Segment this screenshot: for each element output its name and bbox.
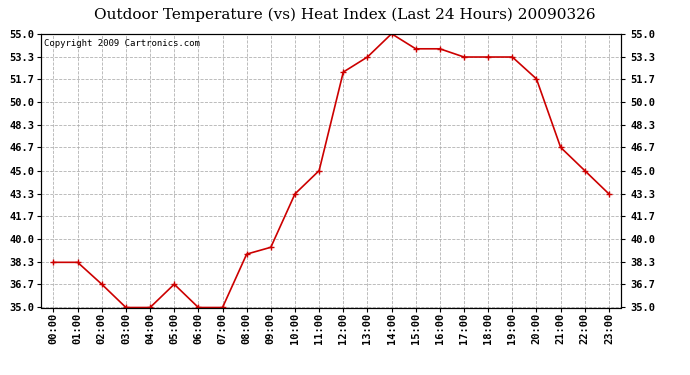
Text: Outdoor Temperature (vs) Heat Index (Last 24 Hours) 20090326: Outdoor Temperature (vs) Heat Index (Las… — [95, 8, 595, 22]
Text: Copyright 2009 Cartronics.com: Copyright 2009 Cartronics.com — [44, 39, 200, 48]
